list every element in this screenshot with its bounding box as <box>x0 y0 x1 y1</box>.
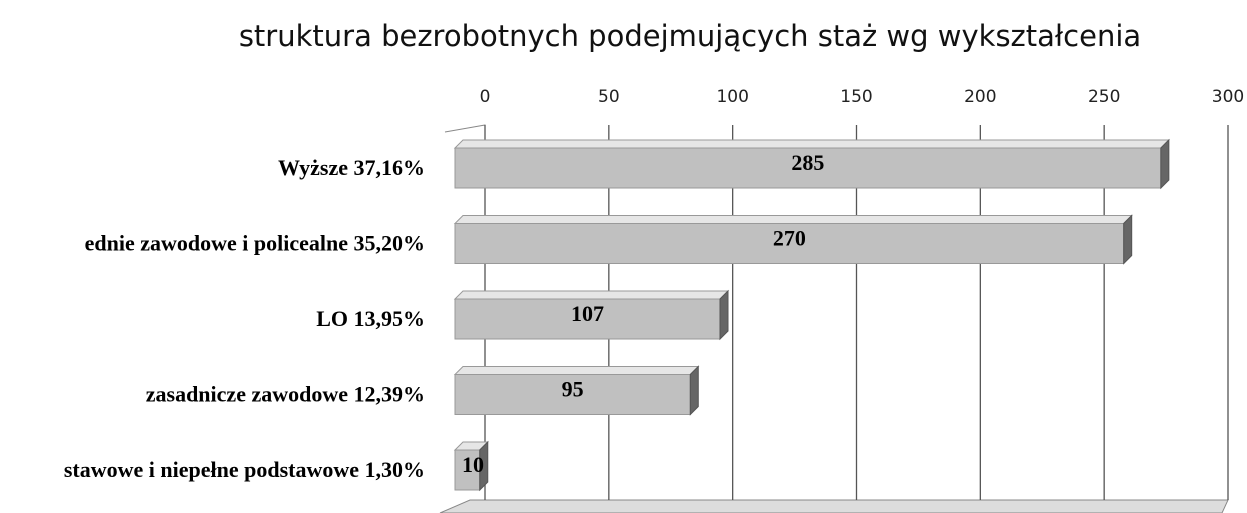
category-label: Wyższe 37,16% <box>278 155 425 180</box>
x-tick-label: 250 <box>1088 87 1120 107</box>
floor <box>439 499 1229 513</box>
bar-side <box>479 440 489 492</box>
bar <box>453 214 1133 265</box>
category-label: ednie zawodowe i policealne 35,20% <box>85 231 425 256</box>
x-tick-label: 200 <box>964 87 996 107</box>
bar-top <box>453 215 1133 224</box>
x-tick-label: 0 <box>480 87 491 107</box>
chart-title: struktura bezrobotnych podejmujących sta… <box>239 19 1141 53</box>
bar-top <box>453 366 700 375</box>
value-label: 285 <box>791 150 824 175</box>
x-tick-label: 50 <box>598 87 620 107</box>
bar-front <box>454 223 1125 264</box>
value-label: 270 <box>773 226 806 251</box>
bar-side <box>1160 138 1170 190</box>
value-label: 107 <box>571 301 604 326</box>
value-label: 10 <box>462 452 484 477</box>
category-label: LO 13,95% <box>316 306 425 331</box>
category-label: zasadnicze zawodowe 12,39% <box>146 382 425 407</box>
category-label: stawowe i niepełne podstawowe 1,30% <box>64 457 425 482</box>
x-tick-label: 150 <box>840 87 872 107</box>
value-label: 95 <box>562 377 584 402</box>
bar-front <box>454 449 481 491</box>
bar <box>453 365 700 416</box>
bar-side <box>719 289 729 341</box>
x-tick-label: 300 <box>1212 87 1244 107</box>
x-tick-label: 100 <box>716 87 748 107</box>
bar-front <box>454 374 691 415</box>
bar-side <box>1123 214 1133 265</box>
bar <box>453 289 730 341</box>
bar-top <box>453 290 730 300</box>
bar <box>453 138 1171 190</box>
bar <box>453 440 489 492</box>
bar-front <box>454 147 1162 189</box>
bar-side <box>689 365 699 416</box>
bar-top <box>453 139 1171 149</box>
